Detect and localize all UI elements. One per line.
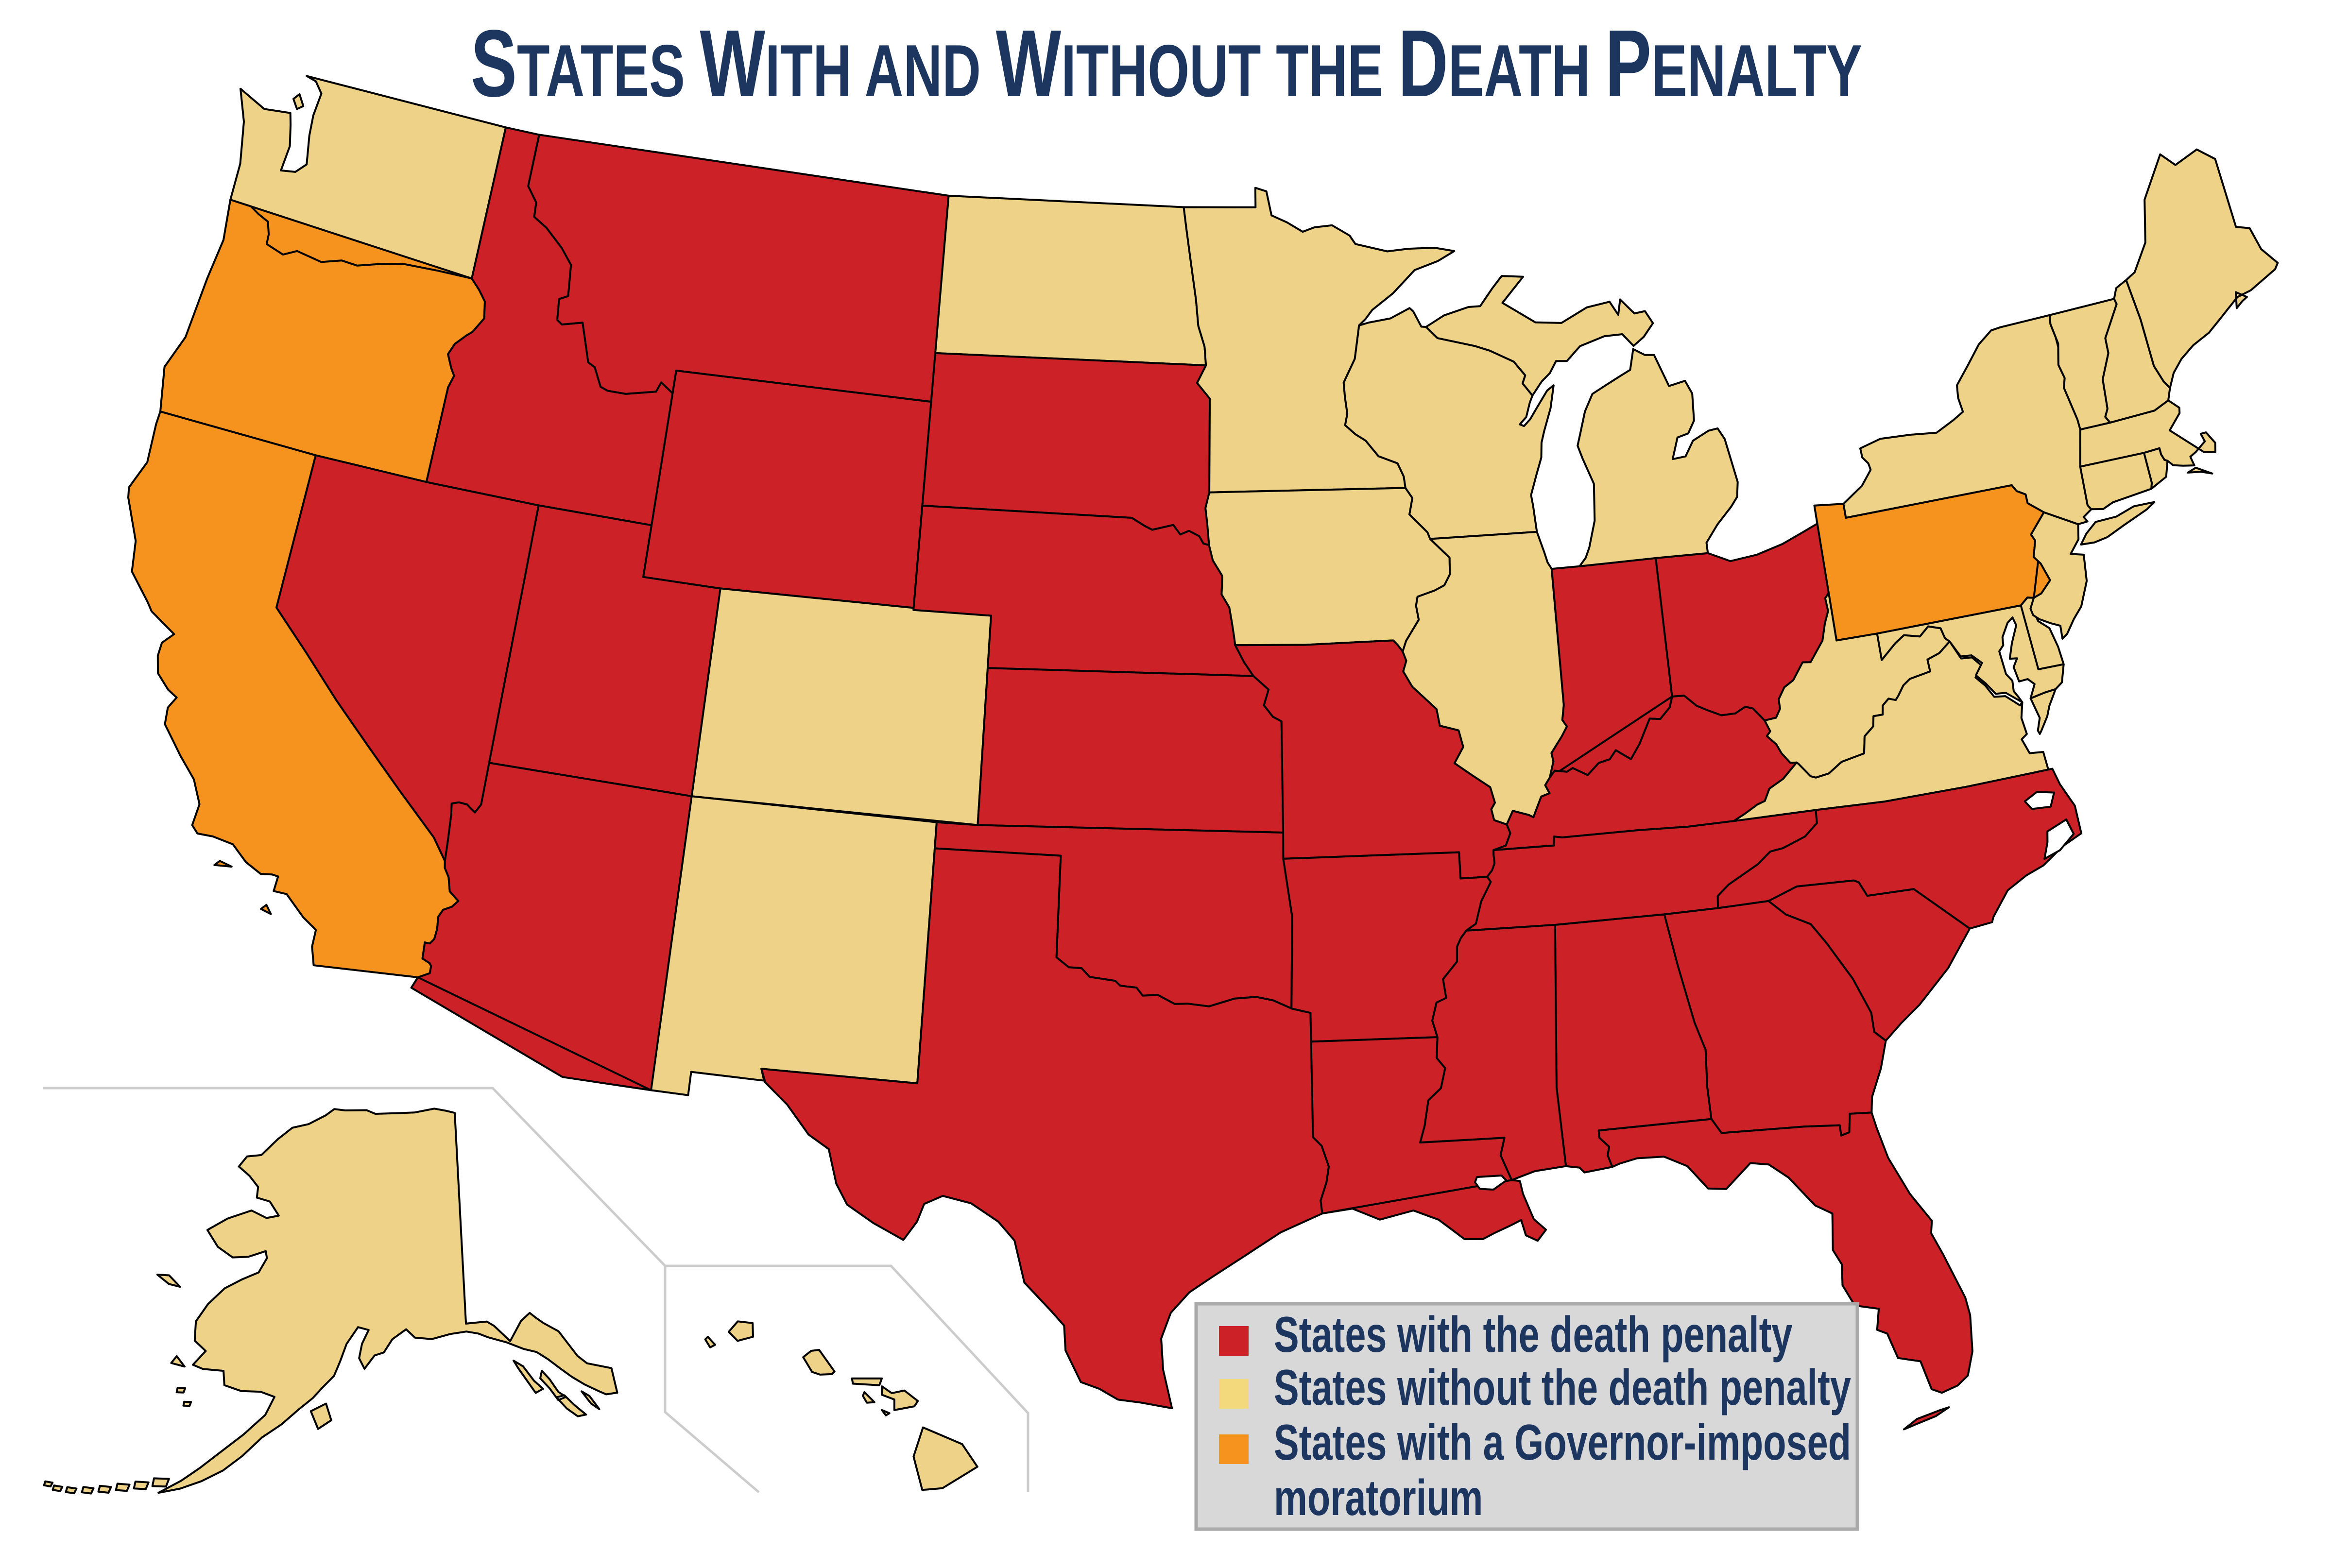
svg-text:moratorium: moratorium <box>1274 1470 1483 1526</box>
svg-text:States with the death penalty: States with the death penalty <box>1274 1307 1793 1363</box>
svg-text:States with a Governor-imposed: States with a Governor-imposed <box>1274 1415 1851 1471</box>
svg-text:STATES WITH AND WITHOUT THE DE: STATES WITH AND WITHOUT THE DEATH PENALT… <box>471 11 1862 117</box>
svg-text:States without the death penal: States without the death penalty <box>1274 1360 1851 1416</box>
